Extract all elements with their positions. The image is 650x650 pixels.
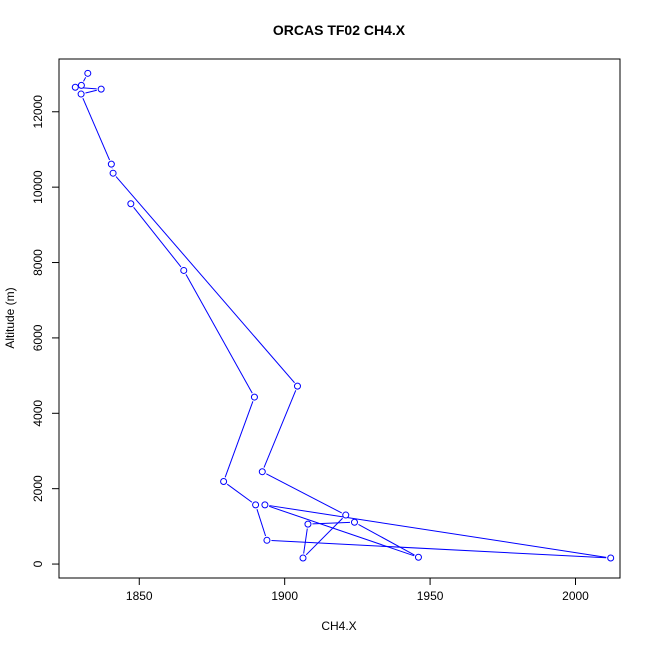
data-point xyxy=(180,266,188,274)
x-axis-label: CH4.X xyxy=(321,619,356,633)
series-segment xyxy=(269,505,415,557)
y-axis: 0 2000 4000 6000 8000 10000 12000 xyxy=(31,95,59,567)
y-tick-label-8000: 8000 xyxy=(31,249,45,276)
series-segment xyxy=(269,505,607,558)
data-point xyxy=(261,501,269,509)
data-point xyxy=(252,501,260,509)
series-segment xyxy=(82,97,111,161)
y-tick-label-4000: 4000 xyxy=(31,400,45,427)
series-segment xyxy=(256,509,267,537)
data-point xyxy=(414,553,422,561)
data-point xyxy=(220,478,228,486)
series-segment xyxy=(185,274,253,394)
x-axis: 1850 1900 1950 2000 xyxy=(126,578,589,603)
chart-title: ORCAS TF02 CH4.X xyxy=(273,22,406,38)
data-point xyxy=(97,85,105,93)
series-segment xyxy=(224,401,254,478)
plot-area xyxy=(58,58,621,579)
y-tick-label-10000: 10000 xyxy=(31,170,45,204)
y-tick-label-12000: 12000 xyxy=(31,95,45,129)
series-segment xyxy=(303,528,308,554)
data-point xyxy=(342,511,350,519)
series-segment xyxy=(226,483,253,503)
series-segment xyxy=(305,517,343,556)
series-segment xyxy=(266,473,342,514)
series-layer xyxy=(71,69,615,562)
data-point xyxy=(77,81,85,89)
series-segment xyxy=(85,89,97,94)
y-tick-label-6000: 6000 xyxy=(31,324,45,351)
series-segment xyxy=(271,540,607,559)
series-segment xyxy=(115,176,295,384)
data-point xyxy=(350,518,358,526)
y-tick-label-0: 0 xyxy=(31,560,45,567)
data-point xyxy=(263,536,271,544)
data-point xyxy=(293,382,301,390)
data-point xyxy=(71,83,79,91)
data-point xyxy=(250,393,258,401)
x-tick-label-1850: 1850 xyxy=(126,589,153,603)
data-point xyxy=(304,520,312,528)
x-tick-label-2000: 2000 xyxy=(562,589,589,603)
y-tick-label-2000: 2000 xyxy=(31,475,45,502)
x-tick-label-1950: 1950 xyxy=(417,589,444,603)
data-point xyxy=(77,90,85,98)
data-point xyxy=(607,554,615,562)
series-segment xyxy=(358,523,415,556)
data-point xyxy=(127,200,135,208)
data-point xyxy=(107,160,115,168)
x-tick-label-1900: 1900 xyxy=(271,589,298,603)
data-point xyxy=(299,554,307,562)
series-segment xyxy=(133,206,182,268)
data-point xyxy=(84,69,92,77)
y-axis-label: Altitude (m) xyxy=(3,287,17,348)
series-segment xyxy=(263,390,297,468)
data-point xyxy=(109,169,117,177)
data-point xyxy=(258,468,266,476)
series-segment xyxy=(83,77,87,82)
